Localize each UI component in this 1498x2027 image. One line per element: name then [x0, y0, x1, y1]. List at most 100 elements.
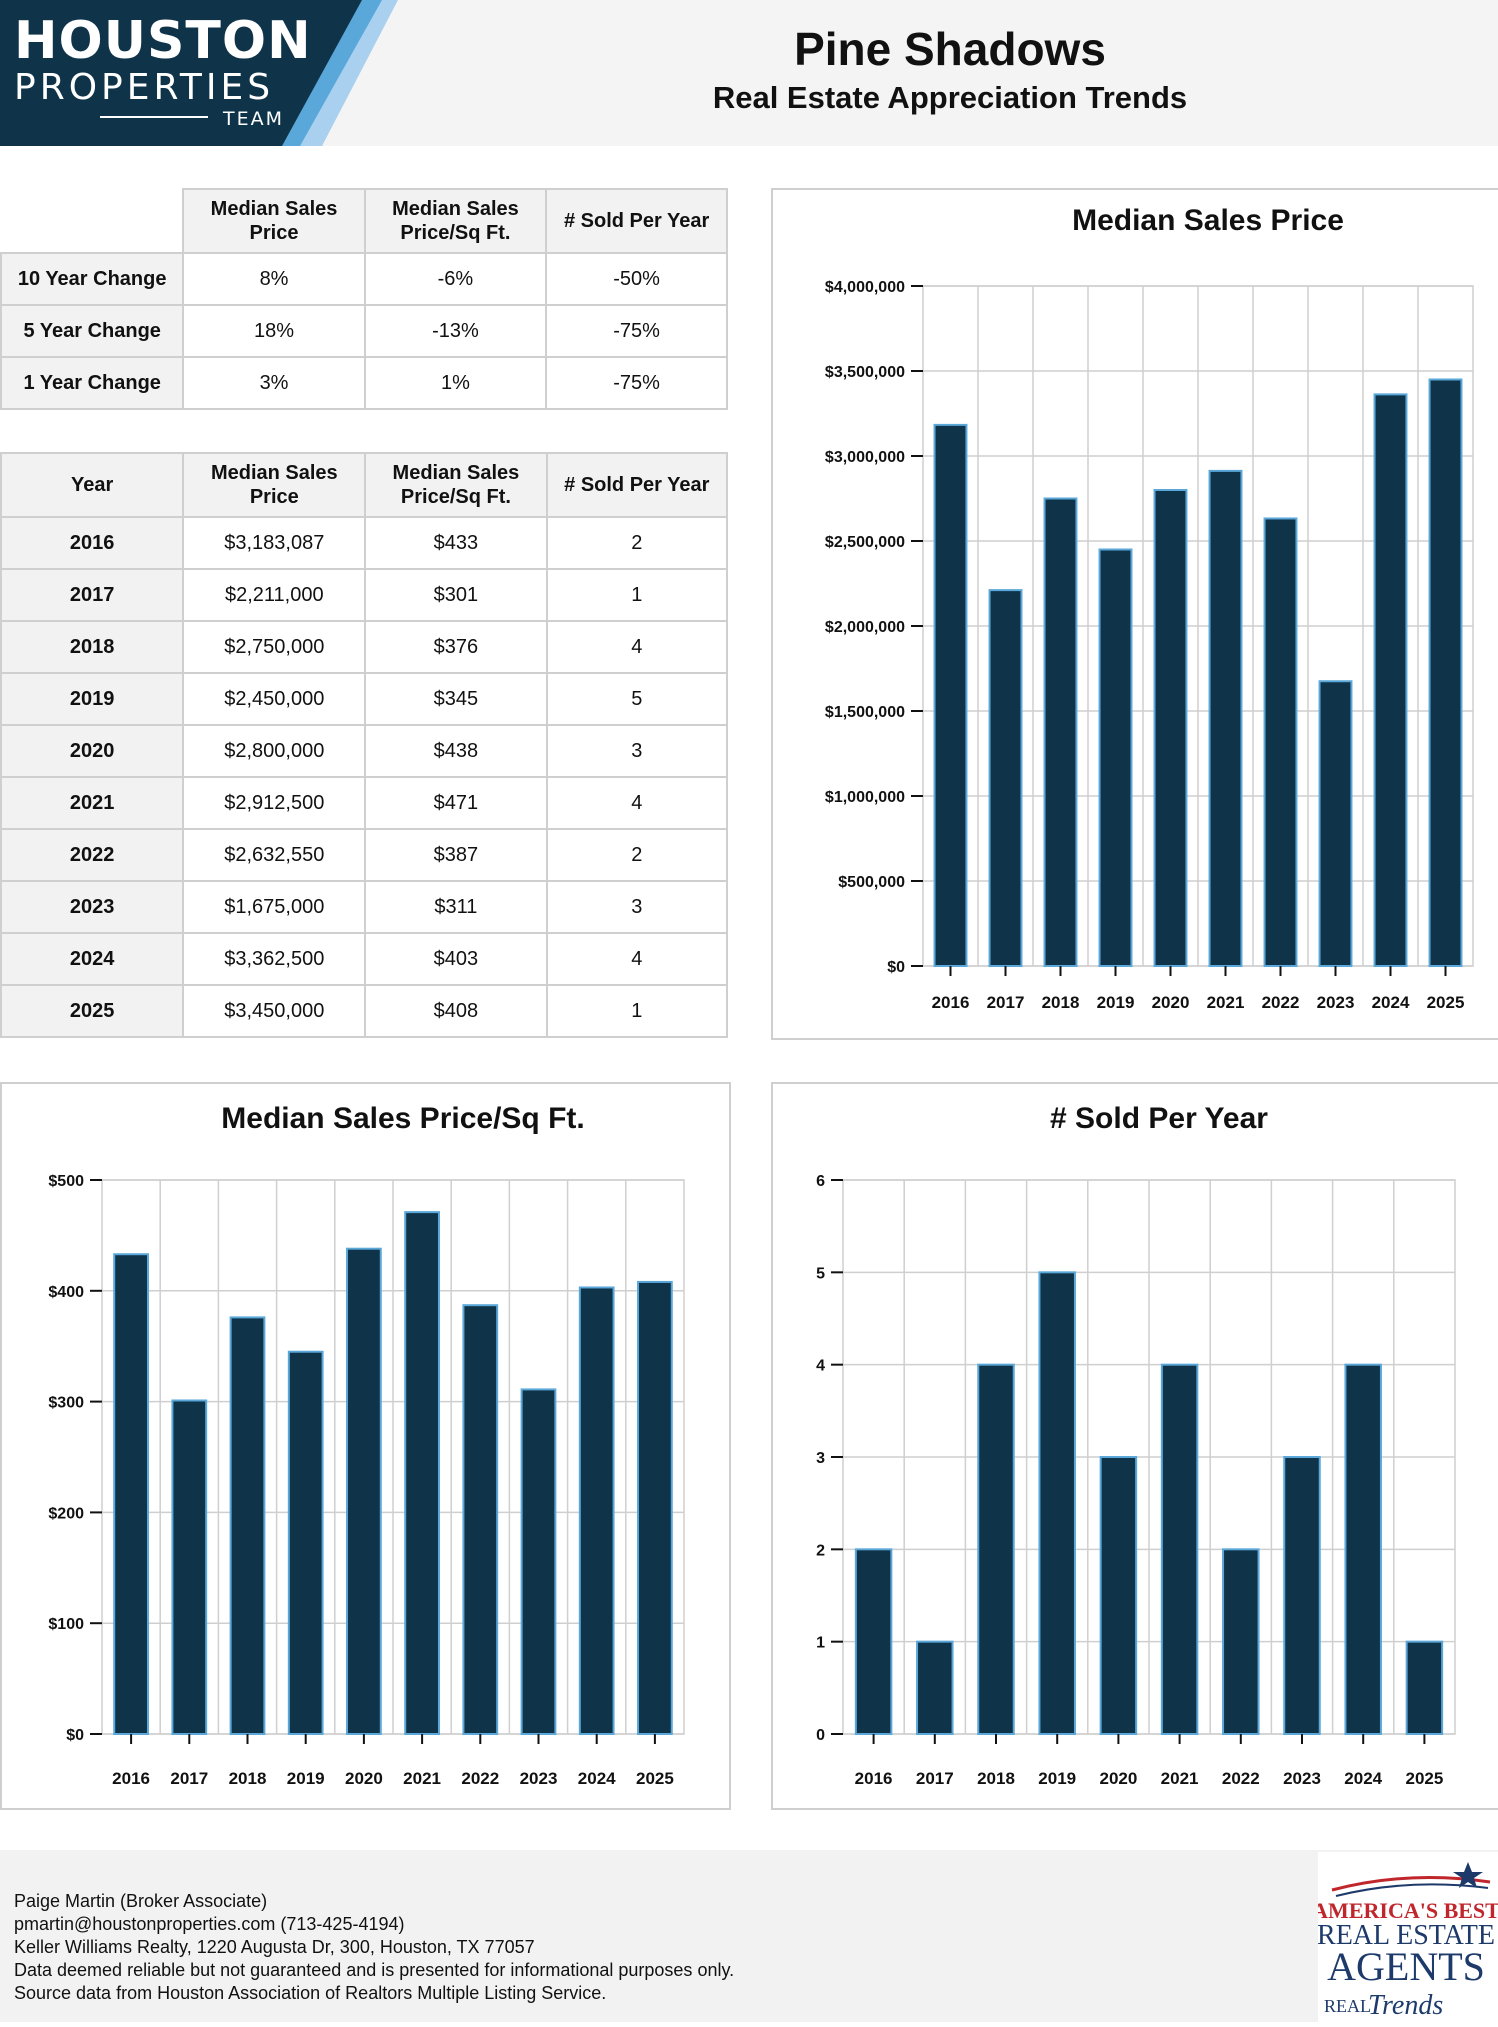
tick-label-x: 2025 — [1405, 1769, 1443, 1788]
bar — [578, 1286, 615, 1735]
bar — [1283, 1456, 1321, 1735]
bar — [287, 1350, 324, 1735]
table-row: 2020 $2,800,000 $438 3 — [0, 724, 729, 778]
tick-label-y: 3 — [816, 1450, 825, 1467]
row-year: 2020 — [0, 724, 185, 778]
table-row: 2024 $3,362,500 $403 4 — [0, 932, 729, 986]
page-title: Pine Shadows — [794, 23, 1106, 75]
disclaimer: Data deemed reliable but not guaranteed … — [14, 1960, 735, 1980]
table-cell: 1 — [545, 568, 729, 622]
bar — [1405, 1640, 1444, 1736]
tick-label-y: $500 — [48, 1173, 84, 1190]
office-address: Keller Williams Realty, 1220 Augusta Dr,… — [14, 1937, 535, 1957]
bar — [1038, 1271, 1076, 1735]
tick-label-y: $3,500,000 — [825, 364, 905, 381]
tick-label-x: 2020 — [1152, 993, 1190, 1012]
table-cell: 18% — [182, 304, 366, 358]
bar — [171, 1399, 208, 1735]
page-footer: Paige Martin (Broker Associate) pmartin@… — [0, 1850, 1498, 2022]
table-row: 5 Year Change 18% -13% -75% — [0, 304, 728, 358]
badge-line-3: AGENTS — [1327, 1944, 1485, 1989]
row-year: 2022 — [0, 828, 185, 882]
row-label: 5 Year Change — [0, 304, 185, 358]
badge-line-2: REAL ESTATE — [1318, 1920, 1495, 1951]
tick-label-x: 2021 — [1161, 1769, 1199, 1788]
tick-label-y: $2,500,000 — [825, 534, 905, 551]
badge-line-4: REAL — [1324, 1996, 1371, 2016]
tick-label-x: 2017 — [170, 1769, 208, 1788]
table-cell: 3 — [545, 724, 729, 778]
table-cell: $408 — [364, 984, 548, 1038]
change-summary-table: Median Sales Price Median Sales Price/Sq… — [0, 188, 728, 410]
tick-label-x: 2021 — [1207, 993, 1245, 1012]
table-cell: $301 — [364, 568, 548, 622]
tick-label-x: 2020 — [345, 1769, 383, 1788]
table-row: 2016 $3,183,087 $433 2 — [0, 516, 729, 570]
page-subtitle: Real Estate Appreciation Trends — [712, 80, 1188, 115]
year-table-header: Year Median Sales Price Median Sales Pri… — [0, 452, 729, 518]
tick-label-y: $3,000,000 — [825, 449, 905, 466]
tick-label-y: $0 — [66, 1727, 84, 1744]
bar — [1428, 378, 1463, 967]
data-source: Source data from Houston Association of … — [14, 1983, 607, 2003]
table-row: 2019 $2,450,000 $345 5 — [0, 672, 729, 726]
median-sales-price-chart: Median Sales Price $0 $500,000 $1,000,000 $1… — [771, 188, 1498, 1040]
bar — [1208, 469, 1243, 967]
table-cell: 2 — [545, 516, 729, 570]
bar — [1043, 497, 1078, 967]
tick-label-x: 2025 — [636, 1769, 674, 1788]
tick-label-x: 2021 — [403, 1769, 441, 1788]
table-cell: 1% — [363, 356, 548, 410]
table-cell: 1 — [545, 984, 729, 1038]
chart-title: Median Sales Price/Sq Ft. — [221, 1102, 584, 1135]
tick-label-y: $200 — [48, 1505, 84, 1522]
agent-contact[interactable]: pmartin@houstonproperties.com (713-425-4… — [14, 1914, 405, 1934]
year-col-sqft: Median Sales Price/Sq Ft. — [364, 452, 548, 518]
tick-label-y: $500,000 — [838, 874, 905, 891]
bar — [933, 423, 968, 968]
tick-label-x: 2016 — [112, 1769, 150, 1788]
tick-label-x: 2024 — [1372, 993, 1410, 1012]
yearly-data-table: Year Median Sales Price Median Sales Pri… — [0, 452, 729, 1038]
americas-best-agents-badge: AMERICA'S BEST REAL ESTATE AGENTS REAL T… — [1312, 1852, 1498, 2022]
row-label: 1 Year Change — [0, 356, 185, 410]
table-cell: 3% — [182, 356, 366, 410]
tick-label-x: 2023 — [1317, 993, 1355, 1012]
table-row: 2025 $3,450,000 $408 1 — [0, 984, 729, 1038]
table-cell: $3,183,087 — [182, 516, 367, 570]
tick-label-x: 2023 — [520, 1769, 558, 1788]
houston-properties-logo[interactable]: HOUSTON PROPERTIES TEAM — [0, 0, 400, 146]
table-cell: -75% — [545, 304, 728, 358]
star-icon — [1453, 1862, 1483, 1888]
tick-label-y: $100 — [48, 1616, 84, 1633]
price-per-sqft-svg: Median Sales Price/Sq Ft. $0 $100 $200 $300 $… — [48, 1102, 685, 1788]
change-table-header: Median Sales Price Median Sales Price/Sq… — [1, 188, 728, 254]
bar — [854, 1548, 893, 1736]
table-cell: 4 — [545, 620, 729, 674]
change-col-sqft: Median Sales Price/Sq Ft. — [363, 188, 548, 254]
tick-label-y: $1,500,000 — [825, 704, 905, 721]
table-cell: 8% — [182, 252, 366, 306]
logo-line-properties: PROPERTIES — [14, 67, 275, 108]
tick-label-x: 2024 — [1344, 1769, 1382, 1788]
tick-label-y: $2,000,000 — [825, 619, 905, 636]
bar — [404, 1211, 440, 1735]
table-cell: -50% — [545, 252, 728, 306]
bar — [1263, 517, 1298, 967]
table-cell: $438 — [364, 724, 548, 778]
tick-label-x: 2022 — [1222, 1769, 1260, 1788]
table-cell: -75% — [545, 356, 728, 410]
bar — [1160, 1363, 1199, 1735]
logo-background — [0, 0, 398, 146]
tick-label-x: 2022 — [461, 1769, 499, 1788]
table-cell: $2,450,000 — [182, 672, 367, 726]
tick-label-y: $300 — [48, 1395, 84, 1412]
sold-per-year-chart: # Sold Per Year 0 1 2 3 4 5 6 2016 2017 2018 2019 20… — [771, 1082, 1498, 1810]
badge-line-5: Trends — [1368, 1990, 1443, 2021]
bar — [977, 1363, 1015, 1735]
change-table-corner — [1, 189, 185, 254]
table-row: 2023 $1,675,000 $311 3 — [0, 880, 729, 934]
tick-label-x: 2023 — [1283, 1769, 1321, 1788]
tick-label-x: 2018 — [977, 1769, 1015, 1788]
tick-label-x: 2016 — [932, 993, 970, 1012]
